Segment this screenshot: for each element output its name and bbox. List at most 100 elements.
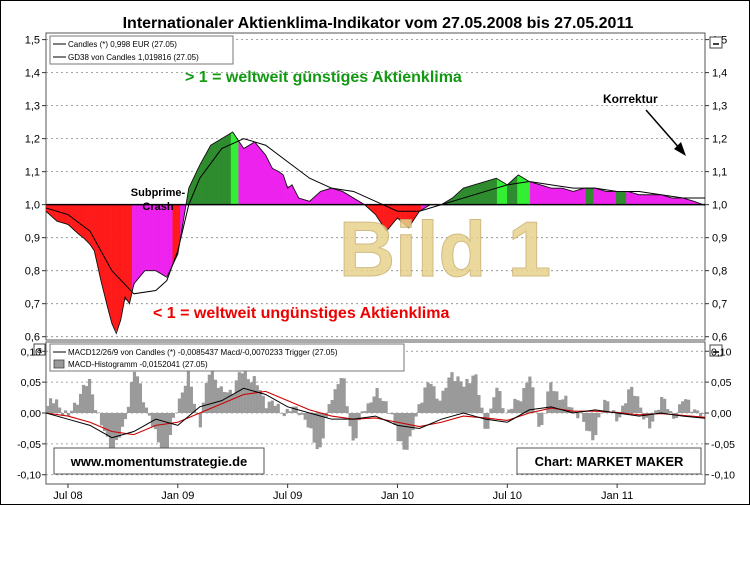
main-area-segment	[149, 204, 153, 271]
main-area-segment	[679, 197, 683, 205]
histogram-bar	[609, 412, 613, 413]
main-area-segment	[671, 197, 675, 205]
histogram-bar	[405, 413, 409, 450]
histogram-bar	[402, 413, 406, 450]
histogram-bar	[270, 400, 274, 413]
main-area-segment	[99, 204, 102, 285]
histogram-bar	[594, 413, 598, 436]
main-area-segment	[567, 189, 571, 205]
histogram-bar	[510, 408, 514, 413]
histogram-bar	[63, 410, 68, 413]
histogram-bar	[384, 401, 388, 413]
main-area-segment	[626, 191, 630, 205]
histogram-bar	[687, 399, 691, 413]
main-area-segment	[91, 204, 95, 252]
histogram-bar	[51, 403, 56, 413]
main-ytick-label-right: 0,9	[712, 233, 727, 245]
macd-panel-mark-box[interactable]	[33, 343, 46, 356]
korrektur-arrow-line	[645, 109, 682, 151]
main-area-segment	[319, 190, 323, 205]
histogram-bar	[423, 387, 427, 413]
main-area-segment	[641, 194, 645, 205]
main-area-segment	[504, 182, 508, 205]
histogram-bar	[438, 400, 442, 413]
histogram-bar	[585, 413, 589, 431]
histogram-bar	[183, 385, 187, 413]
histogram-bar	[258, 390, 262, 413]
main-area-segment	[157, 204, 161, 274]
histogram-bar	[60, 413, 65, 416]
histogram-bar	[333, 389, 337, 413]
histogram-bar	[495, 387, 499, 413]
main-area-segment	[104, 204, 108, 305]
macd-panel-menu-icon[interactable]	[709, 344, 723, 357]
histogram-bar	[498, 391, 502, 413]
main-panel-menu-icon[interactable]	[709, 36, 723, 49]
main-area-segment	[608, 191, 612, 205]
histogram-bar	[135, 376, 140, 413]
histogram-bar	[84, 386, 89, 413]
main-area-segment	[494, 178, 498, 205]
main-area-segment	[654, 194, 658, 205]
main-area-segment	[651, 194, 655, 205]
histogram-bar	[591, 413, 595, 441]
histogram-bar	[171, 413, 176, 418]
main-area-segment	[605, 191, 609, 205]
histogram-bar	[372, 396, 376, 413]
main-area-segment	[681, 197, 685, 205]
histogram-bar	[285, 408, 289, 413]
main-area-segment	[466, 186, 470, 205]
histogram-bar	[681, 401, 685, 413]
histogram-bar	[360, 411, 364, 413]
macd-ytick-label-right: 0,05	[711, 377, 732, 389]
histogram-bar	[126, 406, 131, 413]
histogram-bar	[546, 391, 550, 413]
main-ytick-label-left: 0,6	[25, 332, 40, 344]
main-area-segment	[593, 187, 597, 205]
histogram-bar	[411, 413, 415, 431]
main-ytick-label-right: 1,0	[712, 200, 727, 212]
main-area-segment	[636, 193, 640, 205]
histogram-bar	[477, 395, 481, 413]
histogram-bar	[618, 413, 622, 418]
histogram-bar	[429, 383, 433, 413]
main-area-segment	[322, 189, 326, 205]
histogram-bar	[153, 413, 158, 430]
watermark-text: Bild 1	[339, 205, 551, 293]
main-area-segment	[621, 191, 625, 205]
main-area-segment	[215, 140, 219, 205]
histogram-bar	[576, 413, 580, 419]
histogram-bar	[693, 409, 697, 413]
main-area-segment	[527, 180, 531, 205]
main-area-segment	[228, 132, 232, 205]
histogram-bar	[672, 413, 676, 419]
histogram-bar	[300, 413, 304, 415]
main-area-segment	[55, 204, 59, 222]
main-area-segment	[598, 188, 602, 205]
histogram-bar	[357, 413, 361, 421]
main-area-segment	[137, 204, 140, 281]
main-area-segment	[200, 158, 204, 205]
main-area-segment	[268, 161, 272, 205]
main-area-segment	[588, 187, 592, 205]
main-area-segment	[507, 182, 511, 205]
main-area-segment	[256, 143, 260, 205]
main-area-segment	[139, 204, 143, 278]
main-area-segment	[210, 143, 214, 205]
main-ytick-label-right: 1,3	[712, 101, 727, 113]
main-ytick-label-left: 0,8	[25, 266, 40, 278]
histogram-bar	[528, 376, 532, 413]
histogram-bar	[309, 413, 313, 429]
histogram-bar	[642, 413, 646, 420]
histogram-bar	[627, 389, 631, 413]
histogram-bar	[255, 385, 259, 413]
main-area-segment	[562, 188, 566, 205]
main-ytick-label-right: 1,1	[712, 167, 727, 179]
histogram-bar	[117, 413, 122, 438]
main-area-segment	[86, 204, 90, 244]
histogram-bar	[186, 369, 190, 413]
main-area-segment	[225, 134, 229, 205]
histogram-bar	[573, 411, 577, 413]
histogram-bar	[219, 386, 223, 413]
x-axis-ticks: Jul 08 Jan 09 Jul 09 Jan 10 Jul 10 Jan 11	[53, 484, 633, 502]
